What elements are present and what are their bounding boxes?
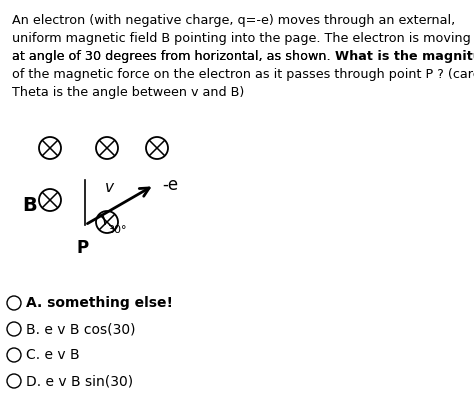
Text: An electron (with negative charge, q=-e) moves through an external,: An electron (with negative charge, q=-e)…	[12, 14, 455, 27]
Text: 30°: 30°	[107, 225, 127, 235]
Text: Theta is the angle between v and B): Theta is the angle between v and B)	[12, 86, 244, 99]
Text: at angle of 30 degrees from horizontal, as shown.: at angle of 30 degrees from horizontal, …	[12, 50, 335, 63]
Text: -e: -e	[162, 176, 178, 194]
Text: What is the magnitude: What is the magnitude	[335, 50, 474, 63]
Text: of the magnetic force on the electron as it passes through point P ? (careful!: of the magnetic force on the electron as…	[12, 68, 474, 81]
Text: B. e v B cos(30): B. e v B cos(30)	[26, 322, 136, 336]
Text: v: v	[105, 180, 114, 195]
Text: uniform magnetic field B pointing into the page. The electron is moving: uniform magnetic field B pointing into t…	[12, 32, 471, 45]
Text: C. e v B: C. e v B	[26, 348, 80, 362]
Text: P: P	[77, 239, 89, 257]
Text: at angle of 30 degrees from horizontal, as shown.: at angle of 30 degrees from horizontal, …	[12, 50, 335, 63]
Text: D. e v B sin(30): D. e v B sin(30)	[26, 374, 133, 388]
Text: A. something else!: A. something else!	[26, 296, 173, 310]
Text: B: B	[22, 196, 37, 215]
